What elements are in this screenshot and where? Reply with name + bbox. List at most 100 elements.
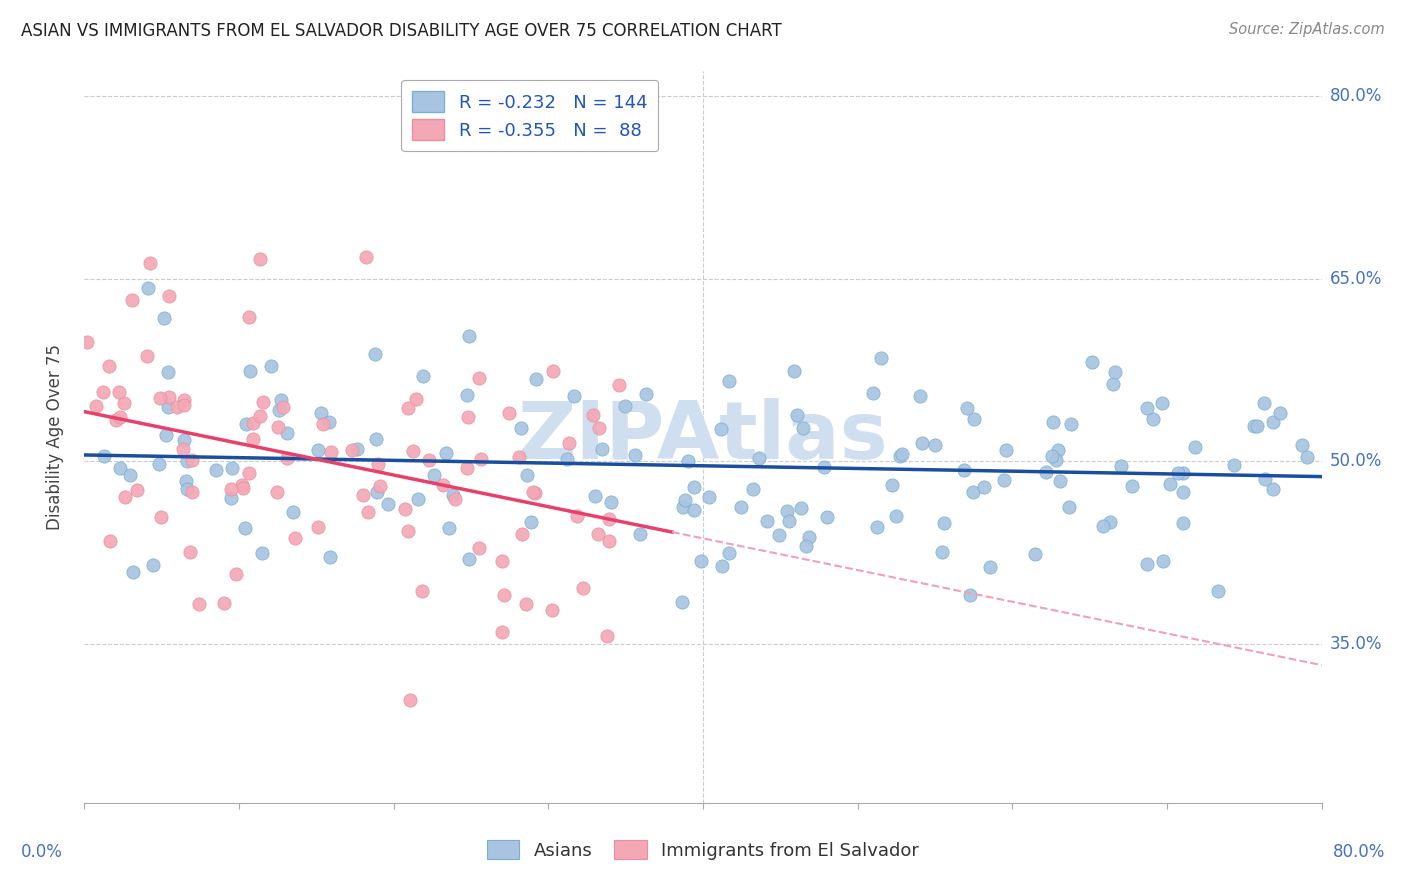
Point — [491, 624, 513, 639]
Point — [742, 482, 765, 496]
Point — [614, 399, 637, 413]
Point — [541, 364, 564, 378]
Point — [76, 334, 98, 349]
Point — [188, 597, 211, 611]
Point — [697, 490, 720, 504]
Point — [956, 401, 979, 415]
Point — [540, 603, 562, 617]
Point — [1045, 453, 1067, 467]
Point — [889, 449, 911, 463]
Point — [84, 399, 107, 413]
Point — [441, 488, 464, 502]
Point — [756, 514, 779, 528]
Text: 80.0%: 80.0% — [1330, 87, 1382, 104]
Point — [394, 501, 416, 516]
Point — [456, 388, 478, 402]
Point — [114, 396, 136, 410]
Point — [683, 503, 706, 517]
Point — [891, 447, 914, 461]
Point — [231, 481, 253, 495]
Point — [249, 252, 271, 266]
Point — [456, 461, 478, 475]
Point — [318, 415, 340, 429]
Point — [249, 409, 271, 424]
Point — [252, 546, 274, 560]
Point — [564, 389, 586, 403]
Point — [1171, 485, 1194, 500]
Point — [572, 582, 595, 596]
Point — [508, 450, 530, 465]
Point — [219, 482, 242, 496]
Point — [1270, 406, 1292, 420]
Point — [364, 432, 387, 446]
Point — [411, 584, 433, 599]
Point — [598, 534, 620, 549]
Point — [176, 483, 198, 497]
Point — [136, 350, 159, 364]
Point — [748, 451, 770, 466]
Point — [423, 468, 446, 483]
Point — [434, 446, 457, 460]
Point — [276, 426, 298, 441]
Point — [233, 520, 256, 534]
Point — [598, 512, 620, 526]
Point — [271, 400, 294, 414]
Point — [108, 410, 131, 425]
Point — [396, 401, 419, 415]
Point — [405, 392, 427, 406]
Point — [792, 421, 814, 435]
Point — [776, 504, 799, 518]
Point — [671, 595, 693, 609]
Point — [1042, 415, 1064, 429]
Point — [1246, 419, 1268, 434]
Text: ZIPAtlas: ZIPAtlas — [517, 398, 889, 476]
Point — [1254, 472, 1277, 486]
Point — [768, 528, 790, 542]
Point — [457, 329, 479, 343]
Point — [139, 256, 162, 270]
Point — [979, 560, 1001, 574]
Point — [283, 504, 305, 518]
Point — [524, 372, 547, 386]
Point — [794, 539, 817, 553]
Point — [121, 566, 143, 580]
Y-axis label: Disability Age Over 75: Disability Age Over 75 — [45, 344, 63, 530]
Point — [586, 526, 609, 541]
Point — [176, 453, 198, 467]
Point — [1184, 440, 1206, 454]
Point — [142, 558, 165, 572]
Point — [797, 530, 820, 544]
Point — [786, 408, 808, 422]
Point — [172, 442, 194, 457]
Point — [519, 515, 541, 529]
Point — [231, 478, 253, 492]
Point — [173, 398, 195, 412]
Point — [406, 491, 429, 506]
Point — [366, 484, 388, 499]
Point — [260, 359, 283, 373]
Point — [583, 489, 606, 503]
Point — [963, 412, 986, 426]
Point — [402, 444, 425, 458]
Point — [173, 393, 195, 408]
Point — [311, 417, 333, 431]
Point — [924, 438, 946, 452]
Point — [689, 554, 711, 568]
Point — [1173, 516, 1195, 530]
Point — [934, 516, 956, 531]
Point — [319, 549, 342, 564]
Point — [1035, 465, 1057, 479]
Point — [596, 629, 619, 643]
Point — [149, 509, 172, 524]
Point — [239, 364, 262, 378]
Point — [219, 491, 242, 505]
Point — [1121, 479, 1143, 493]
Point — [1253, 396, 1275, 410]
Text: ASIAN VS IMMIGRANTS FROM EL SALVADOR DISABILITY AGE OVER 75 CORRELATION CHART: ASIAN VS IMMIGRANTS FROM EL SALVADOR DIS… — [21, 22, 782, 40]
Point — [235, 417, 257, 431]
Point — [157, 289, 180, 303]
Text: 65.0%: 65.0% — [1330, 269, 1382, 287]
Point — [1047, 443, 1070, 458]
Point — [1057, 500, 1080, 514]
Point — [870, 351, 893, 366]
